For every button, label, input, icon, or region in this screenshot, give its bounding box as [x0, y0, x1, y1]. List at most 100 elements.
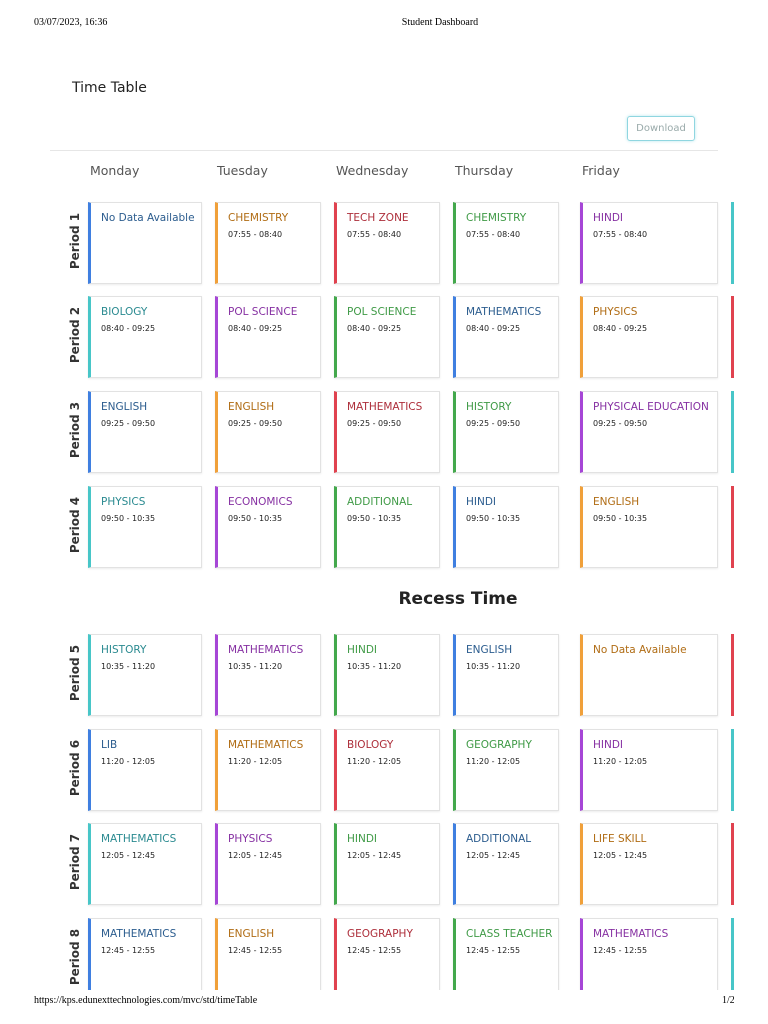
timetable-cell: ENGLISH 09:25 - 09:50	[88, 391, 202, 473]
subject: HISTORY	[101, 644, 147, 656]
timetable-cell: MATHEMATICS 08:40 - 09:25	[453, 296, 559, 378]
next-cell-edge	[731, 918, 734, 990]
subject: No Data Available	[101, 212, 195, 224]
time-slot: 08:40 - 09:25	[593, 324, 648, 333]
subject: MATHEMATICS	[228, 644, 304, 656]
time-slot: 09:50 - 10:35	[347, 514, 402, 523]
print-title: Student Dashboard	[401, 17, 479, 28]
next-cell-edge	[731, 486, 734, 568]
next-cell-edge	[731, 729, 734, 811]
time-slot: 12:05 - 12:45	[347, 851, 402, 860]
subject: MATHEMATICS	[593, 928, 669, 940]
timetable-cell: ENGLISH 09:50 - 10:35	[580, 486, 718, 568]
timetable-cell: MATHEMATICS 10:35 - 11:20	[215, 634, 321, 716]
time-slot: 09:25 - 09:50	[347, 419, 402, 428]
day-header: Friday	[582, 163, 620, 178]
divider	[50, 150, 718, 151]
subject: No Data Available	[593, 644, 687, 656]
timetable-cell: PHYSICS 12:05 - 12:45	[215, 823, 321, 905]
day-header: Wednesday	[336, 163, 409, 178]
subject: PHYSICS	[593, 306, 638, 318]
timetable-cell: MATHEMATICS 09:25 - 09:50	[334, 391, 440, 473]
time-slot: 07:55 - 08:40	[347, 230, 402, 239]
print-datetime: 03/07/2023, 16:36	[34, 17, 108, 28]
subject: HINDI	[593, 212, 624, 224]
subject: ADDITIONAL	[347, 496, 413, 508]
timetable-cell: MATHEMATICS 12:45 - 12:55	[88, 918, 202, 990]
timetable-cell: ENGLISH 12:45 - 12:55	[215, 918, 321, 990]
time-slot: 10:35 - 11:20	[347, 662, 402, 671]
time-slot: 10:35 - 11:20	[228, 662, 283, 671]
subject: POL SCIENCE	[347, 306, 417, 318]
subject: CHEMISTRY	[466, 212, 527, 224]
subject: HINDI	[593, 739, 624, 751]
recess-label: Recess Time	[398, 589, 518, 609]
subject: MATHEMATICS	[228, 739, 304, 751]
subject: MATHEMATICS	[466, 306, 542, 318]
subject: CLASS TEACHER	[466, 928, 553, 940]
timetable-cell: POL SCIENCE 08:40 - 09:25	[215, 296, 321, 378]
subject: MATHEMATICS	[347, 401, 423, 413]
time-slot: 12:45 - 12:55	[101, 946, 156, 955]
subject: HINDI	[466, 496, 497, 508]
day-header: Thursday	[455, 163, 514, 178]
time-slot: 11:20 - 12:05	[347, 757, 402, 766]
time-slot: 12:05 - 12:45	[593, 851, 648, 860]
timetable-cell: ADDITIONAL 12:05 - 12:45	[453, 823, 559, 905]
next-cell-edge	[731, 634, 734, 716]
subject: ENGLISH	[228, 401, 275, 413]
next-cell-edge	[731, 202, 734, 284]
time-slot: 12:45 - 12:55	[228, 946, 283, 955]
time-slot: 10:35 - 11:20	[466, 662, 521, 671]
subject: MATHEMATICS	[101, 833, 177, 845]
timetable-cell: HISTORY 10:35 - 11:20	[88, 634, 202, 716]
timetable-cell: No Data Available	[580, 634, 718, 716]
period-label: Period 7	[68, 833, 82, 891]
subject: ENGLISH	[101, 401, 148, 413]
period-label: Period 2	[68, 306, 82, 364]
day-header: Tuesday	[217, 163, 268, 178]
subject: BIOLOGY	[101, 306, 148, 318]
time-slot: 07:55 - 08:40	[593, 230, 648, 239]
time-slot: 12:45 - 12:55	[347, 946, 402, 955]
time-slot: 09:50 - 10:35	[228, 514, 283, 523]
timetable-cell: BIOLOGY 08:40 - 09:25	[88, 296, 202, 378]
print-page: 1/2	[722, 995, 734, 1006]
timetable-cell: LIFE SKILL 12:05 - 12:45	[580, 823, 718, 905]
subject: POL SCIENCE	[228, 306, 298, 318]
timetable-cell: HINDI 07:55 - 08:40	[580, 202, 718, 284]
time-slot: 09:25 - 09:50	[101, 419, 156, 428]
next-cell-edge	[731, 391, 734, 473]
subject: PHYSICS	[101, 496, 146, 508]
subject: CHEMISTRY	[228, 212, 289, 224]
timetable-cell: HINDI 09:50 - 10:35	[453, 486, 559, 568]
download-button[interactable]: Download	[627, 116, 695, 141]
timetable-cell: GEOGRAPHY 11:20 - 12:05	[453, 729, 559, 811]
timetable-cell: ECONOMICS 09:50 - 10:35	[215, 486, 321, 568]
timetable-cell: PHYSICS 08:40 - 09:25	[580, 296, 718, 378]
time-slot: 12:45 - 12:55	[593, 946, 648, 955]
timetable-cell: BIOLOGY 11:20 - 12:05	[334, 729, 440, 811]
timetable-cell: PHYSICAL EDUCATION 09:25 - 09:50	[580, 391, 718, 473]
time-slot: 07:55 - 08:40	[228, 230, 283, 239]
period-label: Period 5	[68, 644, 82, 702]
page-title: Time Table	[72, 80, 147, 96]
time-slot: 12:05 - 12:45	[101, 851, 156, 860]
subject: GEOGRAPHY	[466, 739, 532, 751]
timetable-cell: PHYSICS 09:50 - 10:35	[88, 486, 202, 568]
period-label: Period 1	[68, 212, 82, 270]
timetable-cell: MATHEMATICS 11:20 - 12:05	[215, 729, 321, 811]
timetable-cell: ENGLISH 10:35 - 11:20	[453, 634, 559, 716]
timetable-panel: Time Table Download Recess Time Monday Tu…	[50, 80, 734, 990]
time-slot: 09:50 - 10:35	[101, 514, 156, 523]
subject: BIOLOGY	[347, 739, 394, 751]
subject: ECONOMICS	[228, 496, 293, 508]
subject: ENGLISH	[228, 928, 275, 940]
next-cell-edge	[731, 296, 734, 378]
subject: PHYSICS	[228, 833, 273, 845]
subject: HINDI	[347, 644, 378, 656]
day-header: Monday	[90, 163, 140, 178]
subject: MATHEMATICS	[101, 928, 177, 940]
timetable-cell: HINDI 12:05 - 12:45	[334, 823, 440, 905]
timetable-cell: LIB 11:20 - 12:05	[88, 729, 202, 811]
